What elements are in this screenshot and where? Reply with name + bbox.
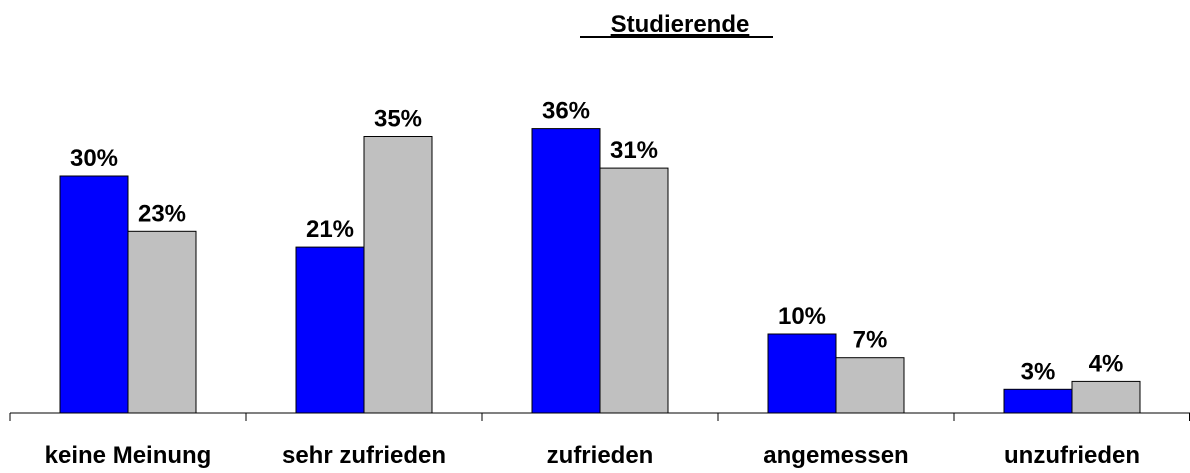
x-tick-label: sehr zufrieden (282, 442, 446, 469)
x-tick-label: unzufrieden (1004, 442, 1140, 469)
bar (531, 128, 601, 414)
bar (363, 136, 433, 414)
data-label: 10% (778, 303, 826, 330)
data-label: 7% (853, 327, 888, 354)
bar (599, 167, 669, 414)
data-label: 21% (306, 216, 354, 243)
data-label: 23% (138, 200, 186, 227)
bar (127, 230, 197, 414)
data-label: 36% (542, 98, 590, 125)
x-tick-label: zufrieden (547, 442, 654, 469)
bar (295, 246, 365, 414)
data-label: 31% (610, 137, 658, 164)
data-label: 30% (70, 145, 118, 172)
bar (1071, 380, 1141, 414)
x-tick-label: keine Meinung (45, 442, 212, 469)
data-label: 3% (1021, 358, 1056, 385)
bar (767, 333, 837, 414)
bar (1003, 388, 1073, 414)
data-label: 4% (1089, 350, 1124, 377)
chart-title: Studierende (611, 11, 750, 38)
bar (835, 357, 905, 414)
data-label: 35% (374, 106, 422, 133)
x-tick-label: angemessen (763, 442, 908, 469)
bar (59, 175, 129, 414)
